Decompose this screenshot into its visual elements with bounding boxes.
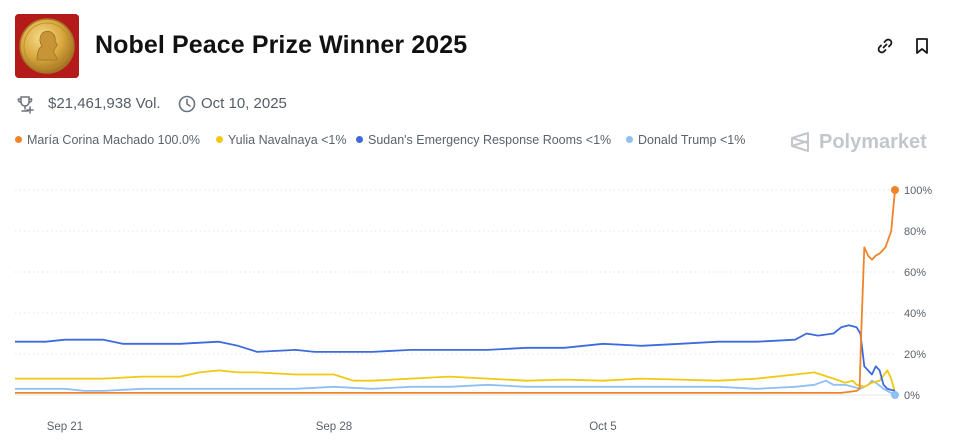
legend-label: Yulia Navalnaya <1% bbox=[228, 133, 347, 147]
chart-grid bbox=[15, 189, 895, 396]
legend-label: Sudan's Emergency Response Rooms <1% bbox=[368, 133, 612, 147]
trophy-icon bbox=[17, 96, 34, 114]
copy-link-button[interactable] bbox=[875, 36, 895, 56]
legend-dot bbox=[216, 136, 223, 143]
legend-item-navalnaya[interactable]: Yulia Navalnaya <1% bbox=[216, 133, 346, 147]
y-tick-label: 100% bbox=[904, 185, 932, 197]
brand-name: Polymarket bbox=[819, 131, 927, 153]
clock-icon bbox=[178, 95, 196, 113]
nobel-medal-icon bbox=[15, 14, 79, 78]
y-tick-label: 80% bbox=[904, 226, 926, 238]
bookmark-icon bbox=[916, 38, 928, 54]
x-tick-label: Sep 28 bbox=[316, 421, 352, 433]
x-axis: Sep 21 Sep 28 Oct 5 bbox=[47, 421, 617, 433]
legend-item-machado[interactable]: María Corina Machado 100.0% bbox=[15, 133, 200, 147]
volume-text: $21,461,938 Vol. bbox=[48, 95, 161, 112]
polymarket-logo-icon bbox=[791, 132, 809, 152]
end-date-text: Oct 10, 2025 bbox=[201, 95, 287, 112]
link-icon bbox=[877, 38, 893, 54]
x-tick-label: Sep 21 bbox=[47, 421, 83, 433]
legend-item-sudan-err[interactable]: Sudan's Emergency Response Rooms <1% bbox=[356, 133, 611, 147]
series-line bbox=[15, 324, 896, 392]
series-end-point bbox=[891, 186, 899, 194]
y-tick-label: 20% bbox=[904, 349, 926, 361]
series-line bbox=[15, 189, 896, 394]
y-tick-label: 40% bbox=[904, 308, 926, 320]
legend-dot bbox=[356, 136, 363, 143]
price-history-chart: 0% 20% 40% 60% 80% 100% Sep 21 Sep 28 Oct 5 bbox=[15, 185, 932, 433]
market-header: Nobel Peace Prize Winner 2025 bbox=[15, 14, 938, 78]
legend-dot bbox=[626, 136, 633, 143]
chart-series bbox=[15, 186, 899, 399]
bookmark-button[interactable] bbox=[912, 36, 932, 56]
y-tick-label: 0% bbox=[904, 390, 920, 402]
y-tick-label: 60% bbox=[904, 267, 926, 279]
legend-dot bbox=[15, 136, 22, 143]
legend-label: María Corina Machado 100.0% bbox=[27, 133, 201, 147]
legend-label: Donald Trump <1% bbox=[638, 133, 746, 147]
series-line bbox=[15, 379, 896, 396]
legend-item-trump[interactable]: Donald Trump <1% bbox=[626, 133, 745, 147]
y-axis: 0% 20% 40% 60% 80% 100% bbox=[904, 185, 932, 402]
page-title: Nobel Peace Prize Winner 2025 bbox=[95, 31, 468, 59]
x-tick-label: Oct 5 bbox=[589, 421, 616, 433]
series-end-point bbox=[891, 391, 899, 399]
